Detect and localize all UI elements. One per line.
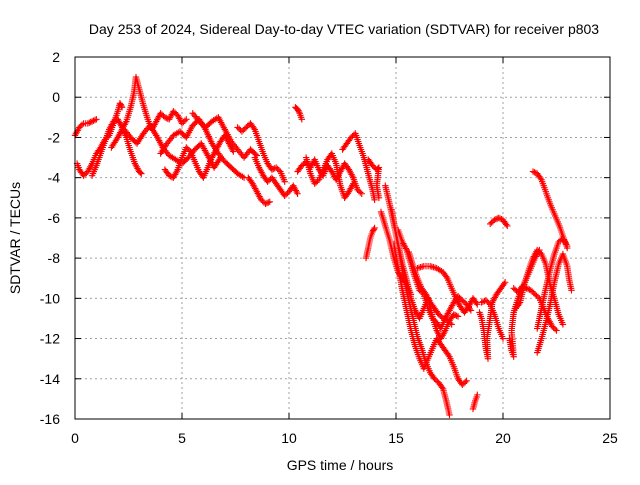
plus-markers [529, 168, 571, 252]
plus-markers [161, 132, 237, 181]
plus-markers [390, 240, 470, 388]
plus-markers [339, 130, 378, 203]
plus-markers [534, 250, 575, 356]
series-trace [469, 391, 481, 413]
series-trace [476, 279, 509, 362]
series-trace [251, 154, 301, 199]
series-trace [339, 130, 378, 203]
series-trace [292, 104, 306, 123]
series-trace [245, 174, 273, 207]
x-tick-label: 5 [178, 430, 186, 446]
plus-markers [292, 104, 306, 123]
plus-markers [478, 297, 507, 342]
y-tick-label: -10 [40, 290, 60, 306]
plus-markers [302, 150, 357, 201]
plus-markers [189, 110, 261, 161]
series-trace [108, 73, 190, 151]
series-trace [189, 110, 261, 161]
series-trace [529, 168, 571, 252]
plus-markers [365, 156, 383, 201]
plus-markers [88, 116, 145, 179]
y-tick-label: -16 [40, 411, 60, 427]
series-trace [487, 214, 511, 230]
y-tick-label: -12 [40, 331, 60, 347]
series-trace [478, 297, 507, 342]
y-tick-label: -2 [48, 129, 61, 145]
series-trace [294, 156, 365, 197]
x-tick-label: 15 [388, 430, 404, 446]
plus-markers [414, 263, 481, 316]
data-points [71, 73, 575, 419]
plus-markers [71, 116, 100, 139]
grid-lines [75, 57, 610, 419]
series-trace [365, 156, 383, 201]
plus-markers [469, 391, 481, 413]
series-trace [71, 116, 100, 139]
x-tick-label: 25 [602, 430, 618, 446]
x-tick-label: 20 [495, 430, 511, 446]
y-tick-label: -8 [48, 250, 61, 266]
y-axis-label: SDTVAR / TECUs [7, 182, 23, 294]
plus-markers [487, 214, 511, 230]
series-trace [88, 116, 145, 179]
plot-frame [74, 56, 611, 420]
plus-markers [405, 248, 455, 328]
plus-markers [388, 206, 453, 419]
series-trace [388, 206, 453, 419]
plus-markers [251, 154, 301, 199]
series-trace [390, 240, 470, 388]
plus-markers [234, 120, 288, 185]
plus-markers [362, 224, 378, 262]
plus-markers [108, 73, 190, 151]
series-trace [414, 263, 481, 316]
y-tick-label: 2 [52, 49, 60, 65]
plus-markers [245, 174, 273, 207]
y-tick-label: 0 [52, 89, 60, 105]
plus-markers [476, 279, 509, 362]
series-trace [362, 224, 378, 262]
series-trace [234, 120, 288, 185]
series-trace [405, 248, 455, 328]
y-tick-label: -4 [48, 170, 61, 186]
plus-markers [294, 156, 365, 197]
series-trace [302, 150, 357, 201]
y-tick-label: -14 [40, 371, 60, 387]
x-tick-label: 10 [281, 430, 297, 446]
x-tick-label: 0 [71, 430, 79, 446]
y-tick-label: -6 [48, 210, 61, 226]
chart-title: Day 253 of 2024, Sidereal Day-to-day VTE… [89, 21, 599, 37]
series-trace [534, 250, 575, 356]
x-axis-label: GPS time / hours [287, 457, 394, 473]
series-trace [161, 132, 237, 181]
